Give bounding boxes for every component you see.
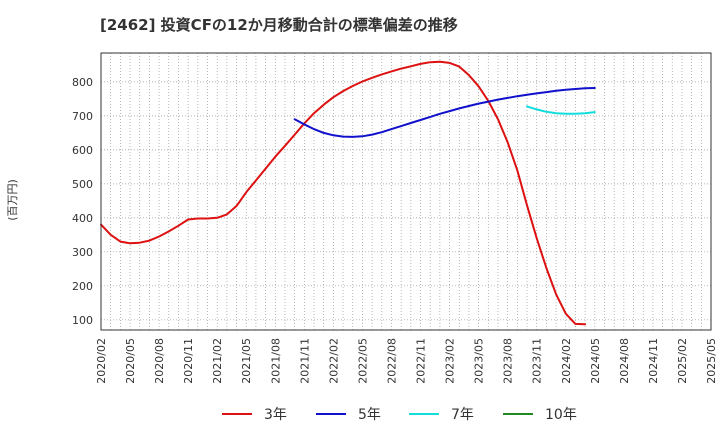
y-tick-label: 300 <box>72 246 93 259</box>
x-tick-label: 2024/05 <box>589 338 602 384</box>
x-tick-label: 2020/11 <box>182 338 195 384</box>
x-tick-label: 2023/05 <box>473 338 486 384</box>
x-tick-label: 2024/02 <box>560 338 573 384</box>
grid-lines <box>101 53 711 330</box>
legend-label: 10年 <box>545 407 577 423</box>
x-tick-label: 2025/05 <box>705 338 718 384</box>
legend-label: 3年 <box>264 407 287 423</box>
series-lines <box>100 60 596 326</box>
y-tick-label: 600 <box>72 144 93 157</box>
y-tick-label: 800 <box>72 76 93 89</box>
x-tick-label: 2023/11 <box>531 338 544 384</box>
legend-label: 5年 <box>358 407 381 423</box>
y-tick-label: 400 <box>72 212 93 225</box>
x-tick-label: 2021/05 <box>240 338 253 384</box>
y-tick-labels: 100 200 300 400 500 600 700 800 <box>72 76 93 327</box>
x-tick-labels: 2020/02 2020/05 2020/08 2020/11 2021/02 2021/… <box>95 338 718 384</box>
x-tick-label: 2023/02 <box>444 338 457 384</box>
x-tick-label: 2022/05 <box>356 338 369 384</box>
x-tick-label: 2025/02 <box>676 338 689 384</box>
y-tick-label: 200 <box>72 280 93 293</box>
x-tick-label: 2024/08 <box>618 338 631 384</box>
series-line-5年 <box>293 87 596 138</box>
x-tick-label: 2020/05 <box>124 338 137 384</box>
x-tick-label: 2021/08 <box>269 338 282 384</box>
y-axis-label: (百万円) <box>6 179 19 221</box>
x-tick-label: 2023/08 <box>502 338 515 384</box>
y-tick-label: 100 <box>72 314 93 327</box>
x-tick-label: 2022/02 <box>327 338 340 384</box>
legend-label: 7年 <box>451 407 474 423</box>
x-tick-label: 2022/08 <box>385 338 398 384</box>
x-tick-label: 2024/11 <box>647 338 660 384</box>
x-tick-label: 2022/11 <box>415 338 428 384</box>
x-tick-label: 2021/02 <box>211 338 224 384</box>
plot-border <box>100 52 712 331</box>
series-line-3年 <box>100 60 587 326</box>
x-tick-label: 2021/11 <box>298 338 311 384</box>
y-tick-label: 700 <box>72 110 93 123</box>
x-tick-label: 2020/02 <box>95 338 108 384</box>
series-line-7年 <box>526 105 596 115</box>
plot-area <box>101 53 711 330</box>
x-tick-label: 2020/08 <box>153 338 166 384</box>
legend: 3年 5年 7年 10年 <box>222 407 577 423</box>
y-tick-label: 500 <box>72 178 93 191</box>
chart-title: [2462] 投資CFの12か月移動合計の標準偏差の推移 <box>100 16 458 34</box>
